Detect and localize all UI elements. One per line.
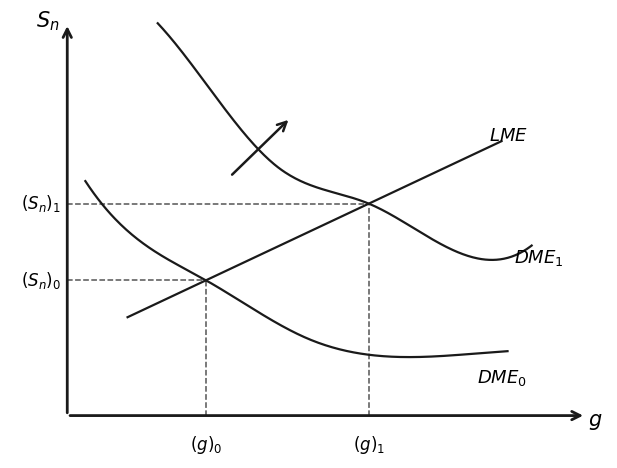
Text: $LME$: $LME$ <box>489 127 528 145</box>
Text: $(S_n)_1$: $(S_n)_1$ <box>21 193 61 214</box>
Text: $g$: $g$ <box>588 412 602 432</box>
Text: $(S_n)_0$: $(S_n)_0$ <box>21 270 61 291</box>
Text: $(g)_1$: $(g)_1$ <box>353 434 385 456</box>
Text: $DME_1$: $DME_1$ <box>513 248 563 268</box>
Text: $DME_0$: $DME_0$ <box>478 368 528 388</box>
Text: $S_n$: $S_n$ <box>36 9 60 33</box>
Text: $(g)_0$: $(g)_0$ <box>190 434 222 456</box>
